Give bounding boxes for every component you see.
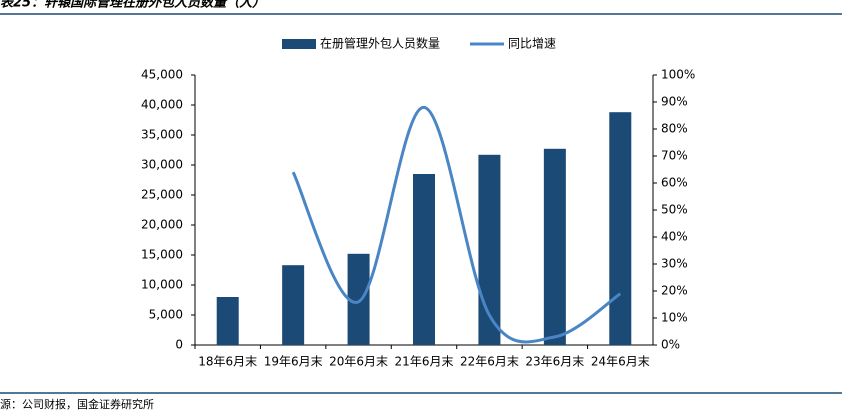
x-tick-label: 21年6月末 xyxy=(395,355,454,369)
y2-tick-label: 0% xyxy=(661,338,680,352)
y2-tick-label: 30% xyxy=(661,257,688,271)
y2-tick-label: 50% xyxy=(661,203,688,217)
y2-tick-label: 80% xyxy=(661,122,688,136)
bar xyxy=(413,174,435,345)
bar xyxy=(216,297,239,345)
y-tick-label: 45,000 xyxy=(141,68,183,82)
x-tick-label: 23年6月末 xyxy=(525,355,584,369)
y2-tick-label: 10% xyxy=(661,311,688,325)
source-note: 源：公司财报，国金证券研究所 xyxy=(0,397,154,411)
growth-line xyxy=(291,105,622,344)
x-tick-label: 20年6月末 xyxy=(329,355,388,369)
chart-title: 表25：轩辕国际管理在册外包人员数量（人） xyxy=(0,0,265,11)
y-tick-label: 30,000 xyxy=(141,158,183,172)
y2-tick-label: 20% xyxy=(661,284,688,298)
y-tick-label: 5,000 xyxy=(149,308,183,322)
y2-tick-label: 70% xyxy=(661,149,688,163)
y-tick-label: 10,000 xyxy=(141,278,183,292)
y2-tick-label: 90% xyxy=(661,95,688,109)
x-tick-label: 24年6月末 xyxy=(591,355,650,369)
x-tick-label: 19年6月末 xyxy=(264,355,323,369)
y-tick-label: 15,000 xyxy=(141,248,183,262)
y-tick-label: 25,000 xyxy=(141,188,183,202)
legend-label: 在册管理外包人员数量 xyxy=(320,36,440,51)
bar xyxy=(478,154,501,345)
y-tick-label: 20,000 xyxy=(141,218,183,232)
bar xyxy=(543,148,566,345)
y-tick-label: 40,000 xyxy=(141,98,183,112)
y-tick-label: 35,000 xyxy=(141,128,183,142)
legend-swatch xyxy=(282,39,316,49)
bar xyxy=(609,112,632,345)
x-tick-label: 22年6月末 xyxy=(460,355,519,369)
legend-label: 同比增速 xyxy=(508,37,556,51)
y2-tick-label: 60% xyxy=(661,176,688,190)
y2-tick-label: 100% xyxy=(661,68,695,82)
bar xyxy=(347,253,370,345)
y2-tick-label: 40% xyxy=(661,230,688,244)
bar xyxy=(282,265,305,345)
y-tick-label: 0 xyxy=(175,338,183,352)
x-tick-label: 18年6月末 xyxy=(198,355,257,369)
